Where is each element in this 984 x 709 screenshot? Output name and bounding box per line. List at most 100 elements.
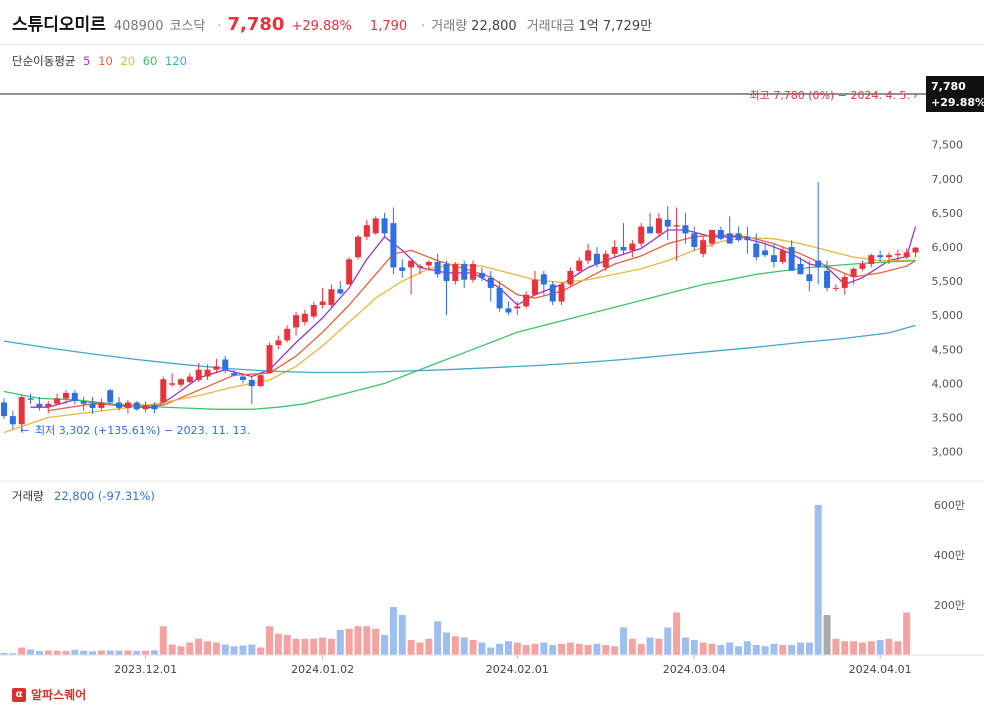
candle-body: [487, 277, 494, 288]
candle-body: [18, 397, 25, 425]
volume-tick-label: 200만: [934, 599, 965, 612]
candle-body: [452, 264, 459, 282]
stock-code: 408900: [113, 19, 164, 34]
ma-legend-60: 60: [142, 54, 158, 68]
volume-bar: [266, 626, 273, 655]
volume-bar: [425, 638, 433, 655]
volume-bar: [44, 650, 52, 655]
ma-legend-20: 20: [120, 54, 136, 68]
volume-bar: [292, 638, 300, 655]
candle-body: [868, 255, 875, 265]
volume-bar: [398, 615, 406, 655]
price-tick-label: 3,000: [932, 446, 964, 459]
candle-body: [160, 379, 167, 403]
current-price: 7,780: [227, 14, 285, 35]
volume-bar: [372, 628, 380, 655]
volume-bar: [133, 651, 141, 655]
volume-bar: [451, 636, 459, 655]
axes: 3,000 3,500 4,000 4,500 5,000 5,500 6,000 6,500…: [114, 139, 965, 676]
candle-body: [195, 369, 202, 380]
candle-body: [9, 416, 16, 425]
candle-body: [337, 289, 344, 294]
stock-name[interactable]: 스튜디오미르: [12, 15, 106, 35]
price-tick-label: 6,000: [932, 241, 964, 254]
volume-bar: [310, 638, 318, 655]
candle-body: [89, 403, 96, 408]
volume-bar: [186, 642, 194, 655]
candle-body: [293, 315, 300, 328]
candle-body: [682, 225, 689, 234]
candle-body: [301, 313, 308, 322]
candle-body: [222, 359, 229, 370]
ma-legend-title: 단순이동평균: [12, 54, 76, 68]
volume-bar: [248, 644, 256, 655]
volume-bar: [558, 643, 566, 655]
candle-body: [399, 267, 406, 271]
candle-body: [284, 328, 291, 341]
volume-bar: [717, 645, 725, 655]
volume-bar: [150, 650, 158, 655]
volume-bar: [469, 640, 477, 655]
brand-logo[interactable]: α 알파스퀘어: [12, 686, 86, 703]
volume-bar: [602, 645, 610, 655]
candle-body: [363, 225, 370, 237]
alpha-icon: α: [12, 687, 26, 702]
volume-bar: [832, 638, 840, 655]
candle-body: [355, 236, 361, 258]
volume-bar: [805, 642, 813, 655]
candle-body: [372, 218, 379, 234]
volume-bar: [389, 607, 397, 655]
brand-name: 알파스퀘어: [31, 688, 87, 702]
volume-bar: [513, 642, 521, 655]
volume-bar: [221, 644, 229, 655]
ma-legend[interactable]: 단순이동평균 5 10 20 60 120: [12, 53, 191, 69]
price-tick-label: 4,500: [932, 343, 964, 356]
volume-bar: [540, 642, 548, 655]
candle-body: [770, 255, 777, 262]
volume-bar: [664, 627, 672, 655]
candle-body: [257, 375, 264, 387]
current-price-tag: [926, 76, 984, 112]
candle-body: [98, 402, 105, 408]
candle-body: [691, 233, 698, 247]
volume-bar: [327, 638, 335, 655]
volume-bar: [336, 630, 344, 655]
candle-body: [328, 289, 335, 305]
volume-bar: [416, 642, 424, 655]
candle-body: [27, 398, 34, 400]
volume-bar: [204, 641, 212, 655]
volume-bar: [212, 642, 220, 655]
candle-body: [779, 250, 786, 262]
candle-body: [62, 392, 69, 399]
volume-bar: [257, 647, 265, 655]
candle-body: [735, 233, 742, 241]
volume-bar: [681, 637, 689, 655]
candle-body: [248, 379, 255, 387]
volume-bar: [159, 626, 167, 655]
candle-body: [611, 247, 618, 254]
volume-bar: [566, 642, 574, 655]
volume-bar: [894, 641, 902, 655]
volume-bar: [611, 646, 619, 655]
candle-body: [886, 255, 892, 258]
volume-bar: [239, 645, 247, 655]
volume-bar: [496, 643, 504, 655]
volume-bar: [274, 633, 282, 655]
candle-body: [116, 402, 123, 408]
volume-bar: [381, 635, 389, 655]
volume-panel-value: 22,800 (-97.31%): [54, 489, 155, 503]
candle-body: [797, 264, 804, 275]
arrow-left-icon: ←: [20, 424, 29, 437]
candle-body: [142, 405, 149, 410]
volume-bar: [743, 641, 751, 655]
volume-bar: [637, 643, 645, 655]
candle-body: [275, 340, 282, 346]
volume-bar: [814, 505, 822, 655]
candle-body: [496, 287, 503, 309]
volume-bar: [699, 642, 707, 655]
candle-body: [239, 376, 246, 380]
volume-bar: [797, 642, 804, 655]
candle-body: [726, 233, 733, 244]
volume-bar: [0, 653, 8, 655]
